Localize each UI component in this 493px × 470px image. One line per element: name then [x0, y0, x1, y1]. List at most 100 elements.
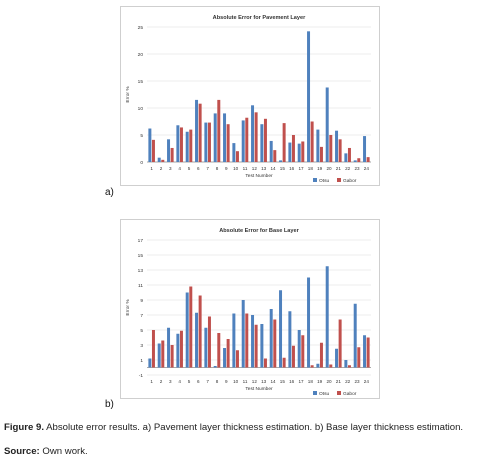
x-tick-label: 24	[364, 379, 370, 384]
x-tick-label: 15	[280, 379, 286, 384]
bar-otsu	[176, 333, 180, 368]
x-tick-label: 6	[197, 166, 200, 171]
bar-gabor	[189, 129, 193, 162]
bar-gabor	[151, 139, 155, 162]
bar-otsu	[269, 140, 273, 162]
x-tick-label: 2	[160, 379, 163, 384]
panel-b-letter: b)	[105, 399, 114, 410]
bar-gabor	[226, 124, 230, 162]
bar-otsu	[279, 290, 283, 368]
y-tick-label: 1	[140, 358, 143, 364]
x-tick-label: 5	[188, 379, 191, 384]
legend-label: Gabor	[343, 391, 357, 397]
y-tick-label: 5	[140, 133, 143, 139]
bar-gabor	[217, 99, 221, 162]
bar-gabor	[198, 295, 202, 368]
caption-text: Absolute error results. a) Pavement laye…	[46, 422, 464, 433]
x-tick-label: 18	[308, 166, 314, 171]
bar-gabor	[338, 319, 342, 368]
bar-gabor	[235, 151, 239, 162]
bar-otsu	[297, 330, 301, 368]
bar-otsu	[185, 292, 189, 368]
bar-gabor	[301, 335, 305, 368]
bar-otsu	[167, 327, 171, 368]
x-tick-label: 19	[317, 379, 323, 384]
bar-otsu	[176, 125, 180, 162]
x-tick-label: 17	[298, 166, 304, 171]
bar-otsu	[223, 113, 227, 162]
y-tick-label: 20	[138, 52, 144, 58]
y-tick-label: 15	[138, 79, 144, 85]
bar-otsu	[363, 335, 367, 368]
bar-gabor	[189, 286, 193, 368]
x-axis-label: Test Number	[245, 173, 273, 179]
x-tick-label: 16	[289, 166, 295, 171]
x-tick-label: 13	[261, 166, 267, 171]
bar-gabor	[291, 345, 295, 368]
bar-gabor	[245, 117, 249, 162]
x-tick-label: 19	[317, 166, 323, 171]
bar-otsu	[260, 124, 264, 162]
x-tick-label: 5	[188, 166, 191, 171]
bar-gabor	[282, 123, 286, 162]
bar-gabor	[161, 340, 165, 368]
x-tick-label: 20	[326, 379, 332, 384]
bar-gabor	[329, 364, 333, 368]
pavement-layer-chart-svg: Absolute Error for Pavement Layer0510152…	[125, 15, 371, 184]
bar-gabor	[263, 358, 267, 368]
bar-otsu	[157, 157, 161, 162]
bar-otsu	[260, 324, 264, 368]
bar-gabor	[310, 121, 314, 162]
bar-otsu	[204, 327, 208, 368]
x-tick-label: 10	[233, 166, 239, 171]
bar-gabor	[235, 350, 239, 368]
bar-gabor	[301, 141, 305, 162]
y-tick-label: 7	[140, 313, 143, 319]
x-tick-label: 1	[150, 166, 153, 171]
x-tick-label: 8	[216, 166, 219, 171]
bar-gabor	[366, 157, 370, 162]
bar-otsu	[148, 128, 152, 162]
y-tick-label: 11	[138, 283, 143, 289]
bar-otsu	[344, 360, 348, 368]
bar-gabor	[254, 112, 258, 162]
bar-otsu	[335, 130, 339, 162]
x-tick-label: 6	[197, 379, 200, 384]
x-tick-label: 14	[270, 379, 276, 384]
bar-gabor	[263, 118, 267, 162]
x-tick-label: 12	[252, 379, 258, 384]
legend-swatch	[337, 391, 341, 395]
x-tick-label: 11	[243, 379, 248, 384]
bar-otsu	[325, 87, 329, 162]
legend-swatch	[337, 178, 341, 182]
bar-gabor	[217, 333, 221, 368]
bar-gabor	[366, 337, 370, 368]
x-tick-label: 17	[298, 379, 304, 384]
bar-gabor	[207, 316, 211, 368]
bar-gabor	[179, 127, 183, 162]
bar-otsu	[288, 311, 292, 368]
bar-gabor	[245, 313, 249, 368]
y-axis-label: Error %	[125, 299, 131, 316]
x-tick-label: 13	[261, 379, 267, 384]
x-tick-label: 24	[364, 166, 370, 171]
x-tick-label: 18	[308, 379, 314, 384]
x-tick-label: 21	[336, 379, 342, 384]
bar-otsu	[325, 266, 329, 368]
bar-otsu	[335, 348, 339, 368]
bar-otsu	[241, 120, 245, 162]
x-tick-label: 3	[169, 166, 172, 171]
bar-gabor	[357, 347, 361, 368]
x-tick-label: 3	[169, 379, 172, 384]
bar-gabor	[319, 146, 323, 162]
bar-gabor	[198, 103, 202, 162]
bar-gabor	[357, 158, 361, 162]
bar-otsu	[251, 315, 255, 368]
bar-gabor	[226, 339, 230, 368]
bar-otsu	[288, 142, 292, 162]
x-tick-label: 23	[354, 379, 360, 384]
y-tick-label: -1	[139, 373, 144, 379]
bar-otsu	[232, 313, 236, 368]
y-tick-label: 15	[138, 253, 144, 259]
x-tick-label: 15	[280, 166, 286, 171]
